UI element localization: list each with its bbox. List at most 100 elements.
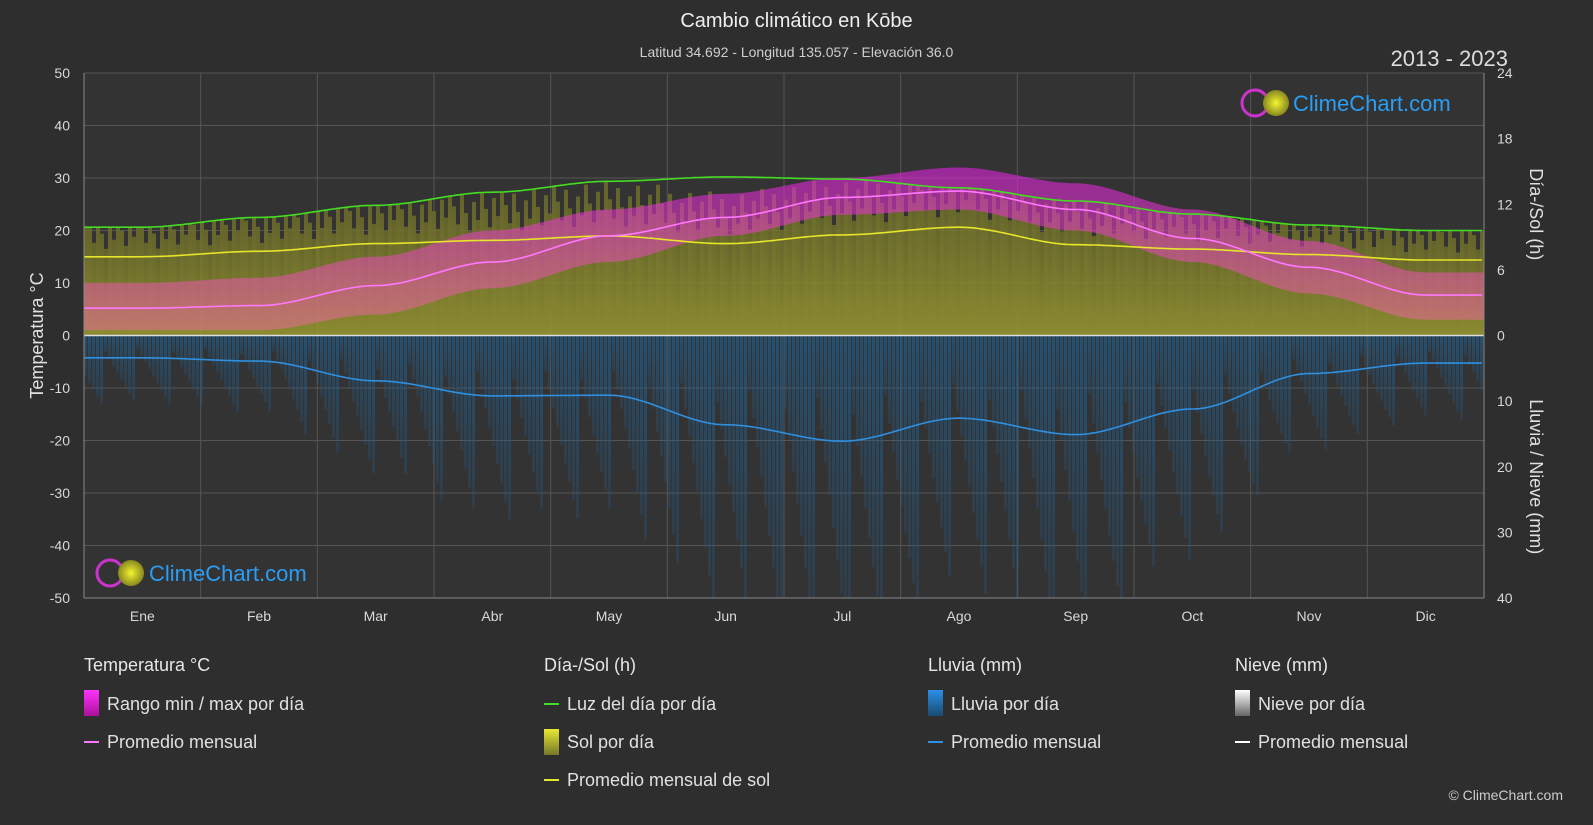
x-tick-label: Jul xyxy=(833,608,851,624)
sun-bar xyxy=(1016,210,1020,336)
rain-bar xyxy=(396,335,399,443)
rain-bar xyxy=(928,335,931,454)
rain-bar xyxy=(1312,335,1315,417)
rain-bar xyxy=(1008,335,1011,540)
rain-bar xyxy=(184,335,187,375)
legend-label-snow-avg: Promedio mensual xyxy=(1258,732,1408,752)
rain-bar xyxy=(616,335,619,391)
sun-bar xyxy=(988,219,992,336)
y-tick-label: 10 xyxy=(54,275,70,291)
plot-area xyxy=(83,72,1485,599)
rain-bar xyxy=(788,335,791,441)
sun-bar xyxy=(1240,218,1244,336)
sun-bar xyxy=(808,211,812,336)
rain-bar xyxy=(328,335,331,424)
sun-bar xyxy=(968,188,972,336)
rain-bar xyxy=(1372,335,1375,384)
sun-bar xyxy=(904,215,908,336)
sun-bar xyxy=(1040,231,1044,336)
sun-bar xyxy=(684,221,688,336)
rain-bar xyxy=(1364,335,1367,366)
sun-bar xyxy=(708,191,712,336)
rain-bar xyxy=(288,335,291,389)
sun-bar xyxy=(84,227,88,336)
legend-label-sun: Sol por día xyxy=(567,732,655,752)
sun-bar xyxy=(1244,226,1248,336)
rain-bar xyxy=(1176,335,1179,495)
rain-bar xyxy=(180,335,183,368)
y3-tick-label: 20 xyxy=(1497,459,1513,475)
sun-bar xyxy=(200,222,204,336)
sun-bar xyxy=(840,213,844,336)
sun-bar xyxy=(908,184,912,336)
rain-bar xyxy=(844,335,847,598)
y-tick-label: -20 xyxy=(50,433,70,449)
y-tick-label: -40 xyxy=(50,538,70,554)
sun-bar xyxy=(1212,221,1216,336)
rain-bar xyxy=(96,335,99,397)
x-tick-label: Oct xyxy=(1181,608,1203,624)
watermark-bottom: ClimeChart.com xyxy=(95,558,307,588)
sun-bar xyxy=(828,205,832,336)
rain-bar xyxy=(740,335,743,569)
rain-bar xyxy=(128,335,131,394)
rain-bar xyxy=(360,335,363,431)
rain-bar xyxy=(104,335,107,353)
sun-bar xyxy=(668,193,672,336)
rain-bar xyxy=(508,335,511,520)
sun-bar xyxy=(1096,208,1100,336)
rain-bar xyxy=(908,335,911,559)
rain-bar xyxy=(308,335,311,361)
rain-bar xyxy=(504,335,507,501)
sun-bar xyxy=(944,204,948,336)
rain-bar xyxy=(496,335,499,465)
sun-bar xyxy=(1204,230,1208,336)
sun-bar xyxy=(636,185,640,336)
rain-bar xyxy=(904,335,907,533)
rain-bar xyxy=(424,335,427,430)
rain-bar xyxy=(656,335,659,433)
rain-bar xyxy=(276,335,279,360)
sun-bar xyxy=(880,202,884,336)
sun-bar xyxy=(1232,219,1236,336)
rain-bar xyxy=(1044,335,1047,571)
rain-bar xyxy=(152,335,155,377)
rain-bar xyxy=(932,335,935,479)
sun-bar xyxy=(804,192,808,336)
watermark-text: ClimeChart.com xyxy=(149,561,307,586)
rain-bar xyxy=(692,335,695,463)
rain-bar xyxy=(1356,335,1359,435)
rain-bar xyxy=(1200,335,1203,435)
sun-bar xyxy=(940,187,944,336)
rain-bar xyxy=(1236,335,1239,429)
rain-bar xyxy=(940,335,943,528)
rain-bar xyxy=(1452,335,1455,403)
sun-bar xyxy=(680,202,684,336)
rain-bar xyxy=(836,335,839,561)
sun-bar xyxy=(220,219,224,336)
sun-bar xyxy=(1032,197,1036,336)
rain-bar xyxy=(1080,335,1083,592)
sun-bar xyxy=(884,222,888,336)
legend-label-daylight: Luz del día por día xyxy=(567,694,717,714)
rain-bar xyxy=(1064,335,1067,471)
sun-bar xyxy=(1060,231,1064,336)
rain-bar xyxy=(992,335,995,427)
sun-bar xyxy=(136,227,140,336)
rain-bar xyxy=(340,335,343,361)
rain-bar xyxy=(1228,335,1231,395)
rain-bar xyxy=(860,335,863,478)
rain-bar xyxy=(1092,335,1095,424)
rain-bar xyxy=(600,335,603,472)
y-axis-title: Temperatura °C xyxy=(27,272,47,398)
rain-bar xyxy=(1072,335,1075,532)
sun-bar xyxy=(1256,234,1260,336)
rain-bar xyxy=(268,335,271,411)
rain-bar xyxy=(976,335,979,540)
rain-bar xyxy=(792,335,795,472)
rain-bar xyxy=(224,335,227,389)
rain-bar xyxy=(724,335,727,458)
sun-bar xyxy=(756,218,760,336)
rain-bar xyxy=(672,335,675,535)
rain-bar xyxy=(1268,335,1271,401)
